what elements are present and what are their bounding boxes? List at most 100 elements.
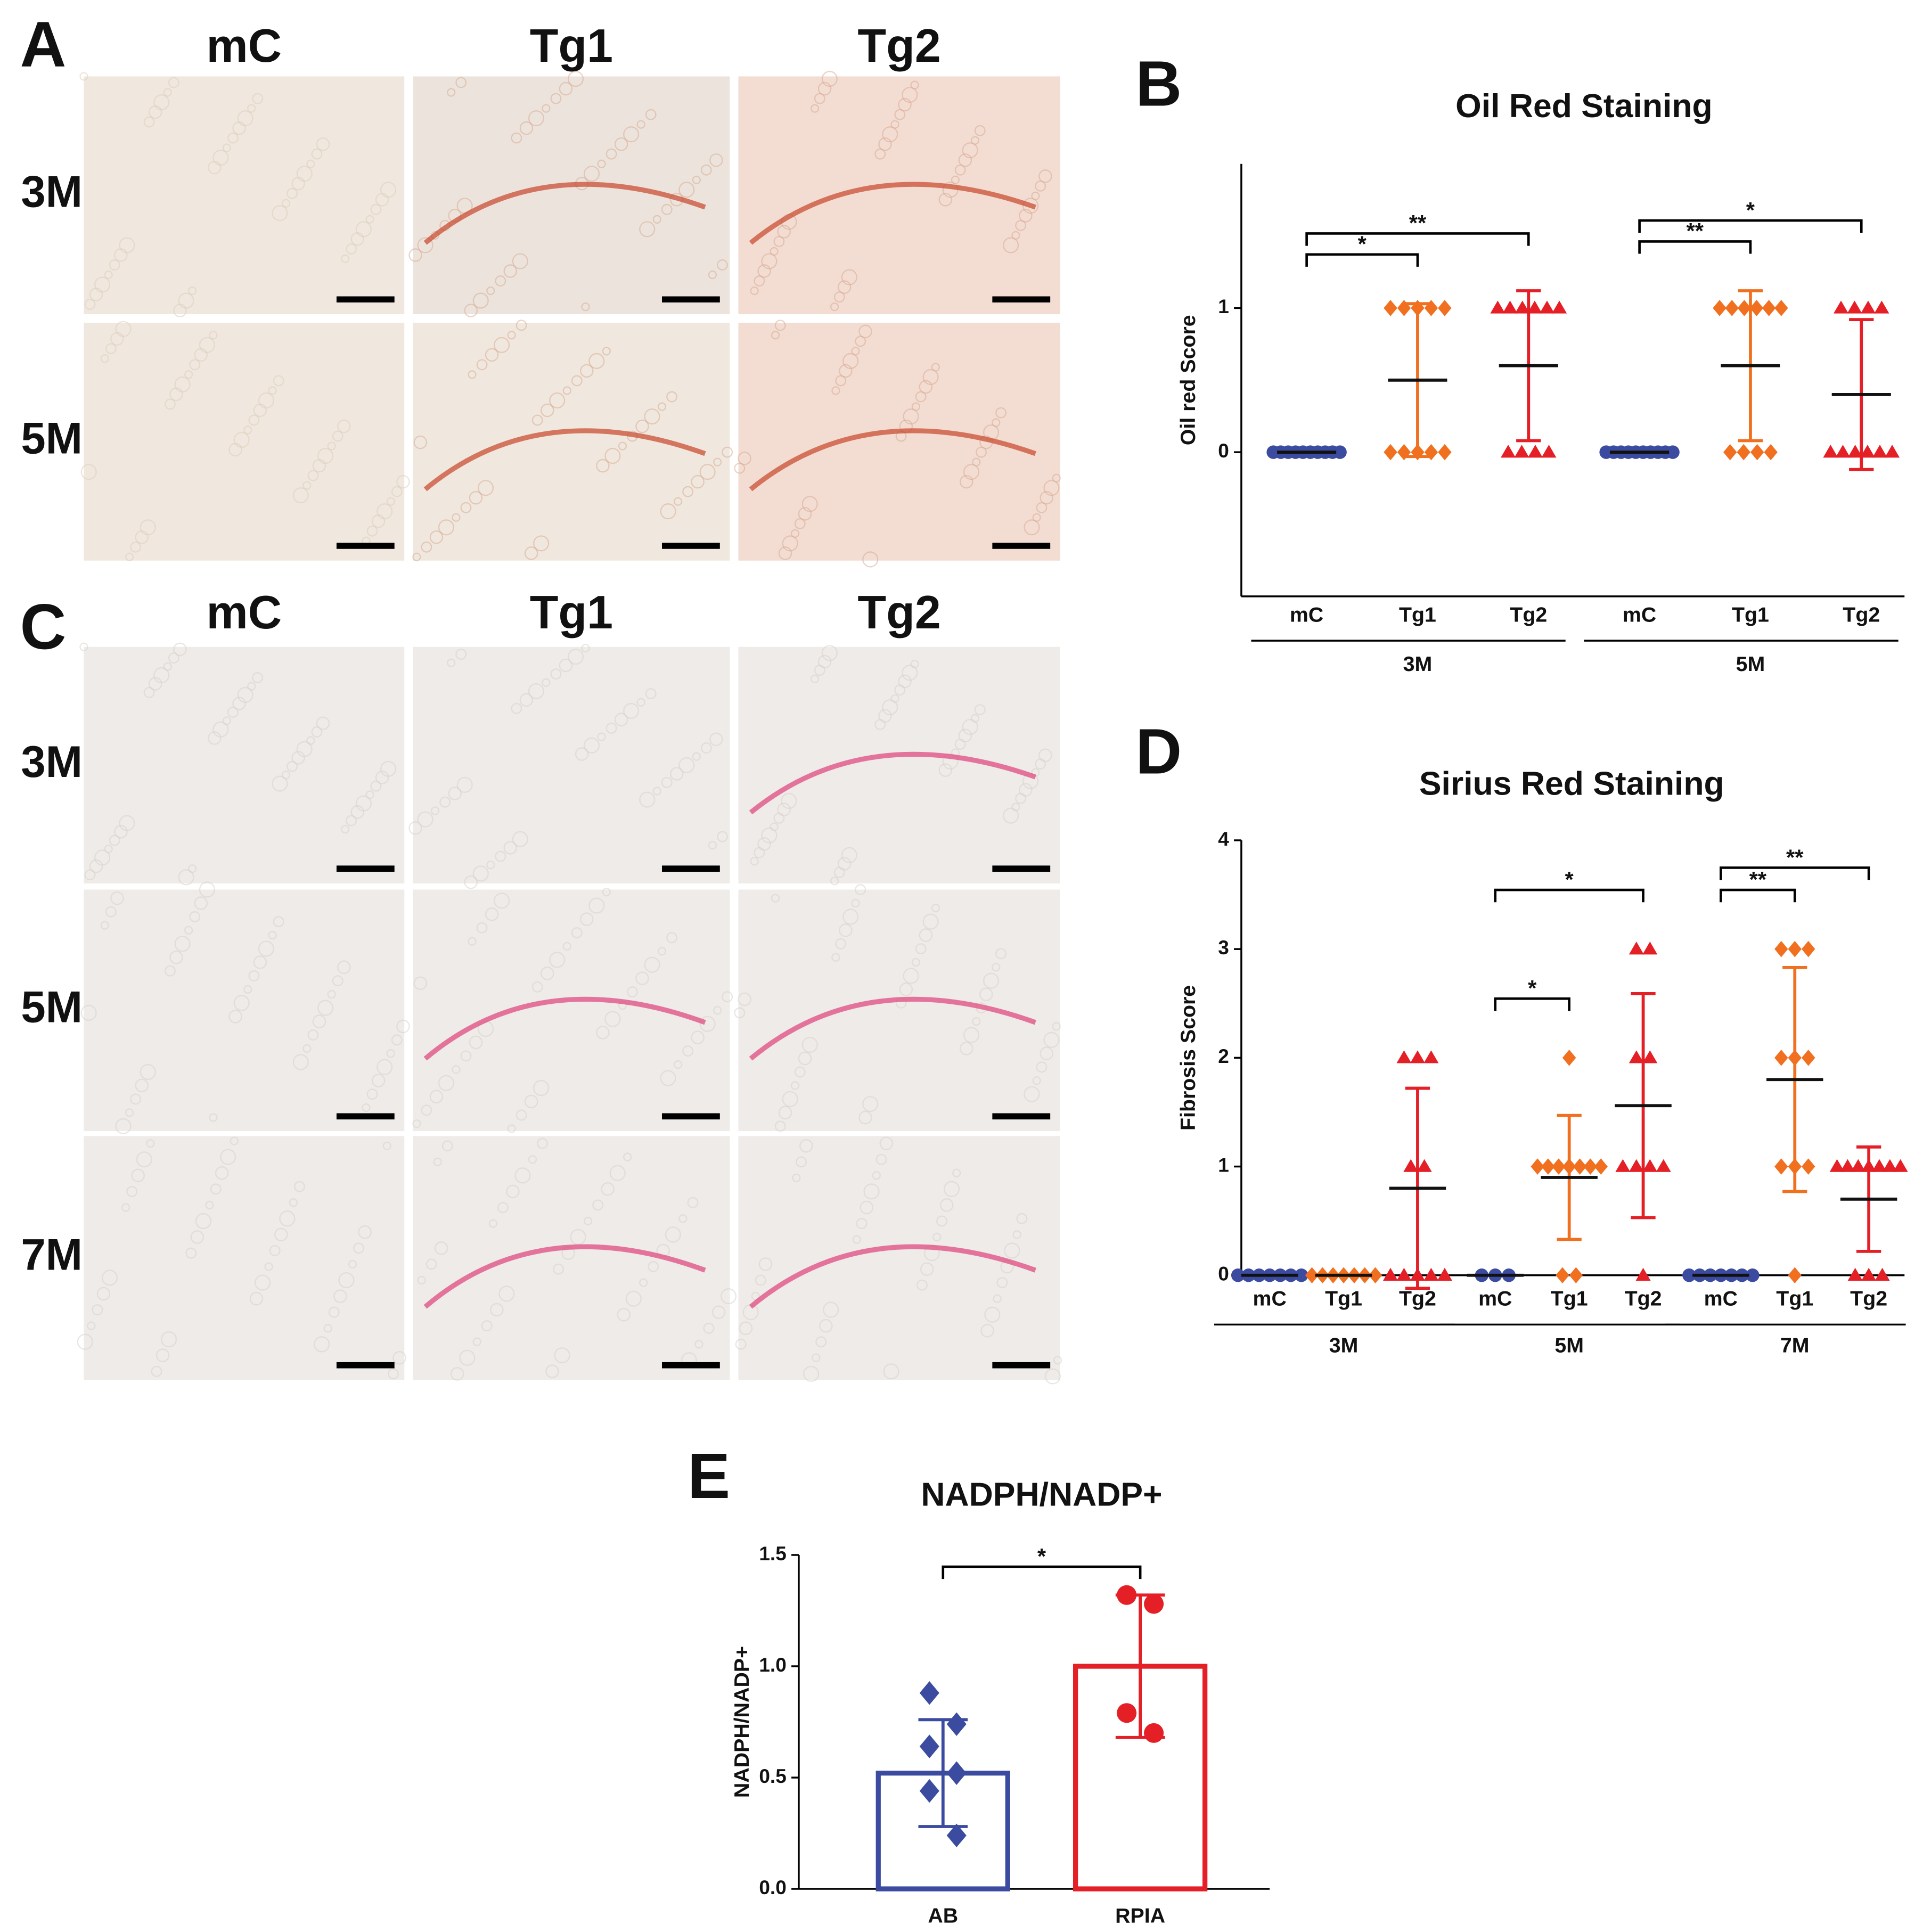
texture <box>970 714 980 723</box>
texture <box>169 951 183 964</box>
texture <box>963 1027 980 1043</box>
texture <box>700 164 712 176</box>
texture <box>678 182 695 198</box>
y-tick-label: 1.0 <box>759 1653 786 1676</box>
texture <box>855 884 866 895</box>
texture <box>531 414 543 426</box>
y-axis-label: Fibrosis Score <box>1176 985 1200 1131</box>
texture <box>1012 1230 1021 1239</box>
data-point <box>1594 1158 1608 1175</box>
data-point <box>1562 1158 1576 1175</box>
texture <box>1036 502 1048 513</box>
texture <box>983 972 1000 989</box>
data-point <box>1788 1267 1802 1284</box>
data-point <box>1801 1158 1815 1175</box>
stain <box>423 428 706 492</box>
texture <box>365 790 374 799</box>
y-tick-label: 0 <box>1218 1263 1229 1285</box>
texture <box>713 1006 722 1015</box>
texture <box>996 1277 1008 1289</box>
texture <box>380 760 397 777</box>
texture <box>115 1118 132 1134</box>
texture <box>803 1365 820 1382</box>
texture <box>302 481 312 490</box>
texture <box>1038 748 1052 763</box>
texture <box>498 1286 515 1302</box>
texture <box>143 116 155 128</box>
texture <box>665 1226 681 1243</box>
data-point <box>1573 1158 1587 1175</box>
significance-label: * <box>1565 867 1574 892</box>
texture <box>222 143 232 152</box>
texture <box>699 1016 716 1032</box>
data-point <box>1384 300 1397 316</box>
x-tick-label: Tg1 <box>1551 1287 1588 1310</box>
data-point <box>1144 1594 1164 1614</box>
texture <box>452 1065 461 1074</box>
texture <box>269 1245 281 1256</box>
texture <box>80 464 97 480</box>
texture <box>119 815 135 831</box>
data-point <box>1410 1267 1425 1281</box>
micrograph <box>413 323 730 561</box>
texture <box>1044 1368 1061 1385</box>
texture <box>549 952 566 968</box>
data-point <box>1851 1159 1866 1172</box>
data-point <box>1423 1267 1439 1281</box>
texture <box>135 1078 149 1093</box>
texture <box>311 148 323 160</box>
texture <box>528 683 544 700</box>
significance-bracket <box>1494 888 1644 903</box>
texture <box>777 803 791 816</box>
texture <box>874 148 886 160</box>
texture <box>84 869 96 881</box>
texture <box>580 912 594 926</box>
texture <box>274 1227 288 1242</box>
data-point <box>1847 300 1862 314</box>
texture <box>814 93 825 104</box>
data-point <box>1656 1159 1671 1172</box>
significance-label: ** <box>1409 210 1427 235</box>
texture <box>899 983 913 996</box>
texture <box>922 369 939 386</box>
texture <box>194 896 208 910</box>
texture <box>963 464 980 480</box>
texture <box>292 487 309 504</box>
texture <box>682 1045 694 1057</box>
texture <box>661 776 673 788</box>
texture <box>386 1049 395 1058</box>
texture <box>596 459 610 473</box>
texture <box>312 1014 326 1028</box>
y-tick-label: 1 <box>1218 295 1229 317</box>
texture <box>618 441 627 451</box>
texture <box>165 398 176 410</box>
texture <box>391 486 403 497</box>
texture <box>460 1050 472 1062</box>
data-point <box>1333 445 1347 459</box>
column-header: Tg2 <box>857 586 940 638</box>
texture <box>346 815 357 826</box>
texture <box>915 391 927 403</box>
texture <box>801 496 818 512</box>
data-point <box>1861 1267 1877 1281</box>
data-point <box>1723 444 1737 461</box>
texture <box>954 164 966 176</box>
texture <box>377 503 393 520</box>
texture <box>709 732 723 746</box>
micrograph <box>738 323 1060 561</box>
y-axis-label: Oil red Score <box>1176 315 1200 445</box>
texture <box>189 911 201 922</box>
texture <box>605 148 617 160</box>
texture <box>960 474 973 489</box>
texture <box>433 1157 442 1166</box>
data-point <box>1871 1159 1887 1172</box>
data-point <box>1860 300 1876 314</box>
texture <box>584 737 600 754</box>
texture <box>559 658 573 673</box>
data-point <box>1438 444 1452 461</box>
texture <box>391 1034 403 1046</box>
texture <box>890 120 899 129</box>
panel-letter: C <box>20 591 67 663</box>
texture <box>447 88 456 97</box>
